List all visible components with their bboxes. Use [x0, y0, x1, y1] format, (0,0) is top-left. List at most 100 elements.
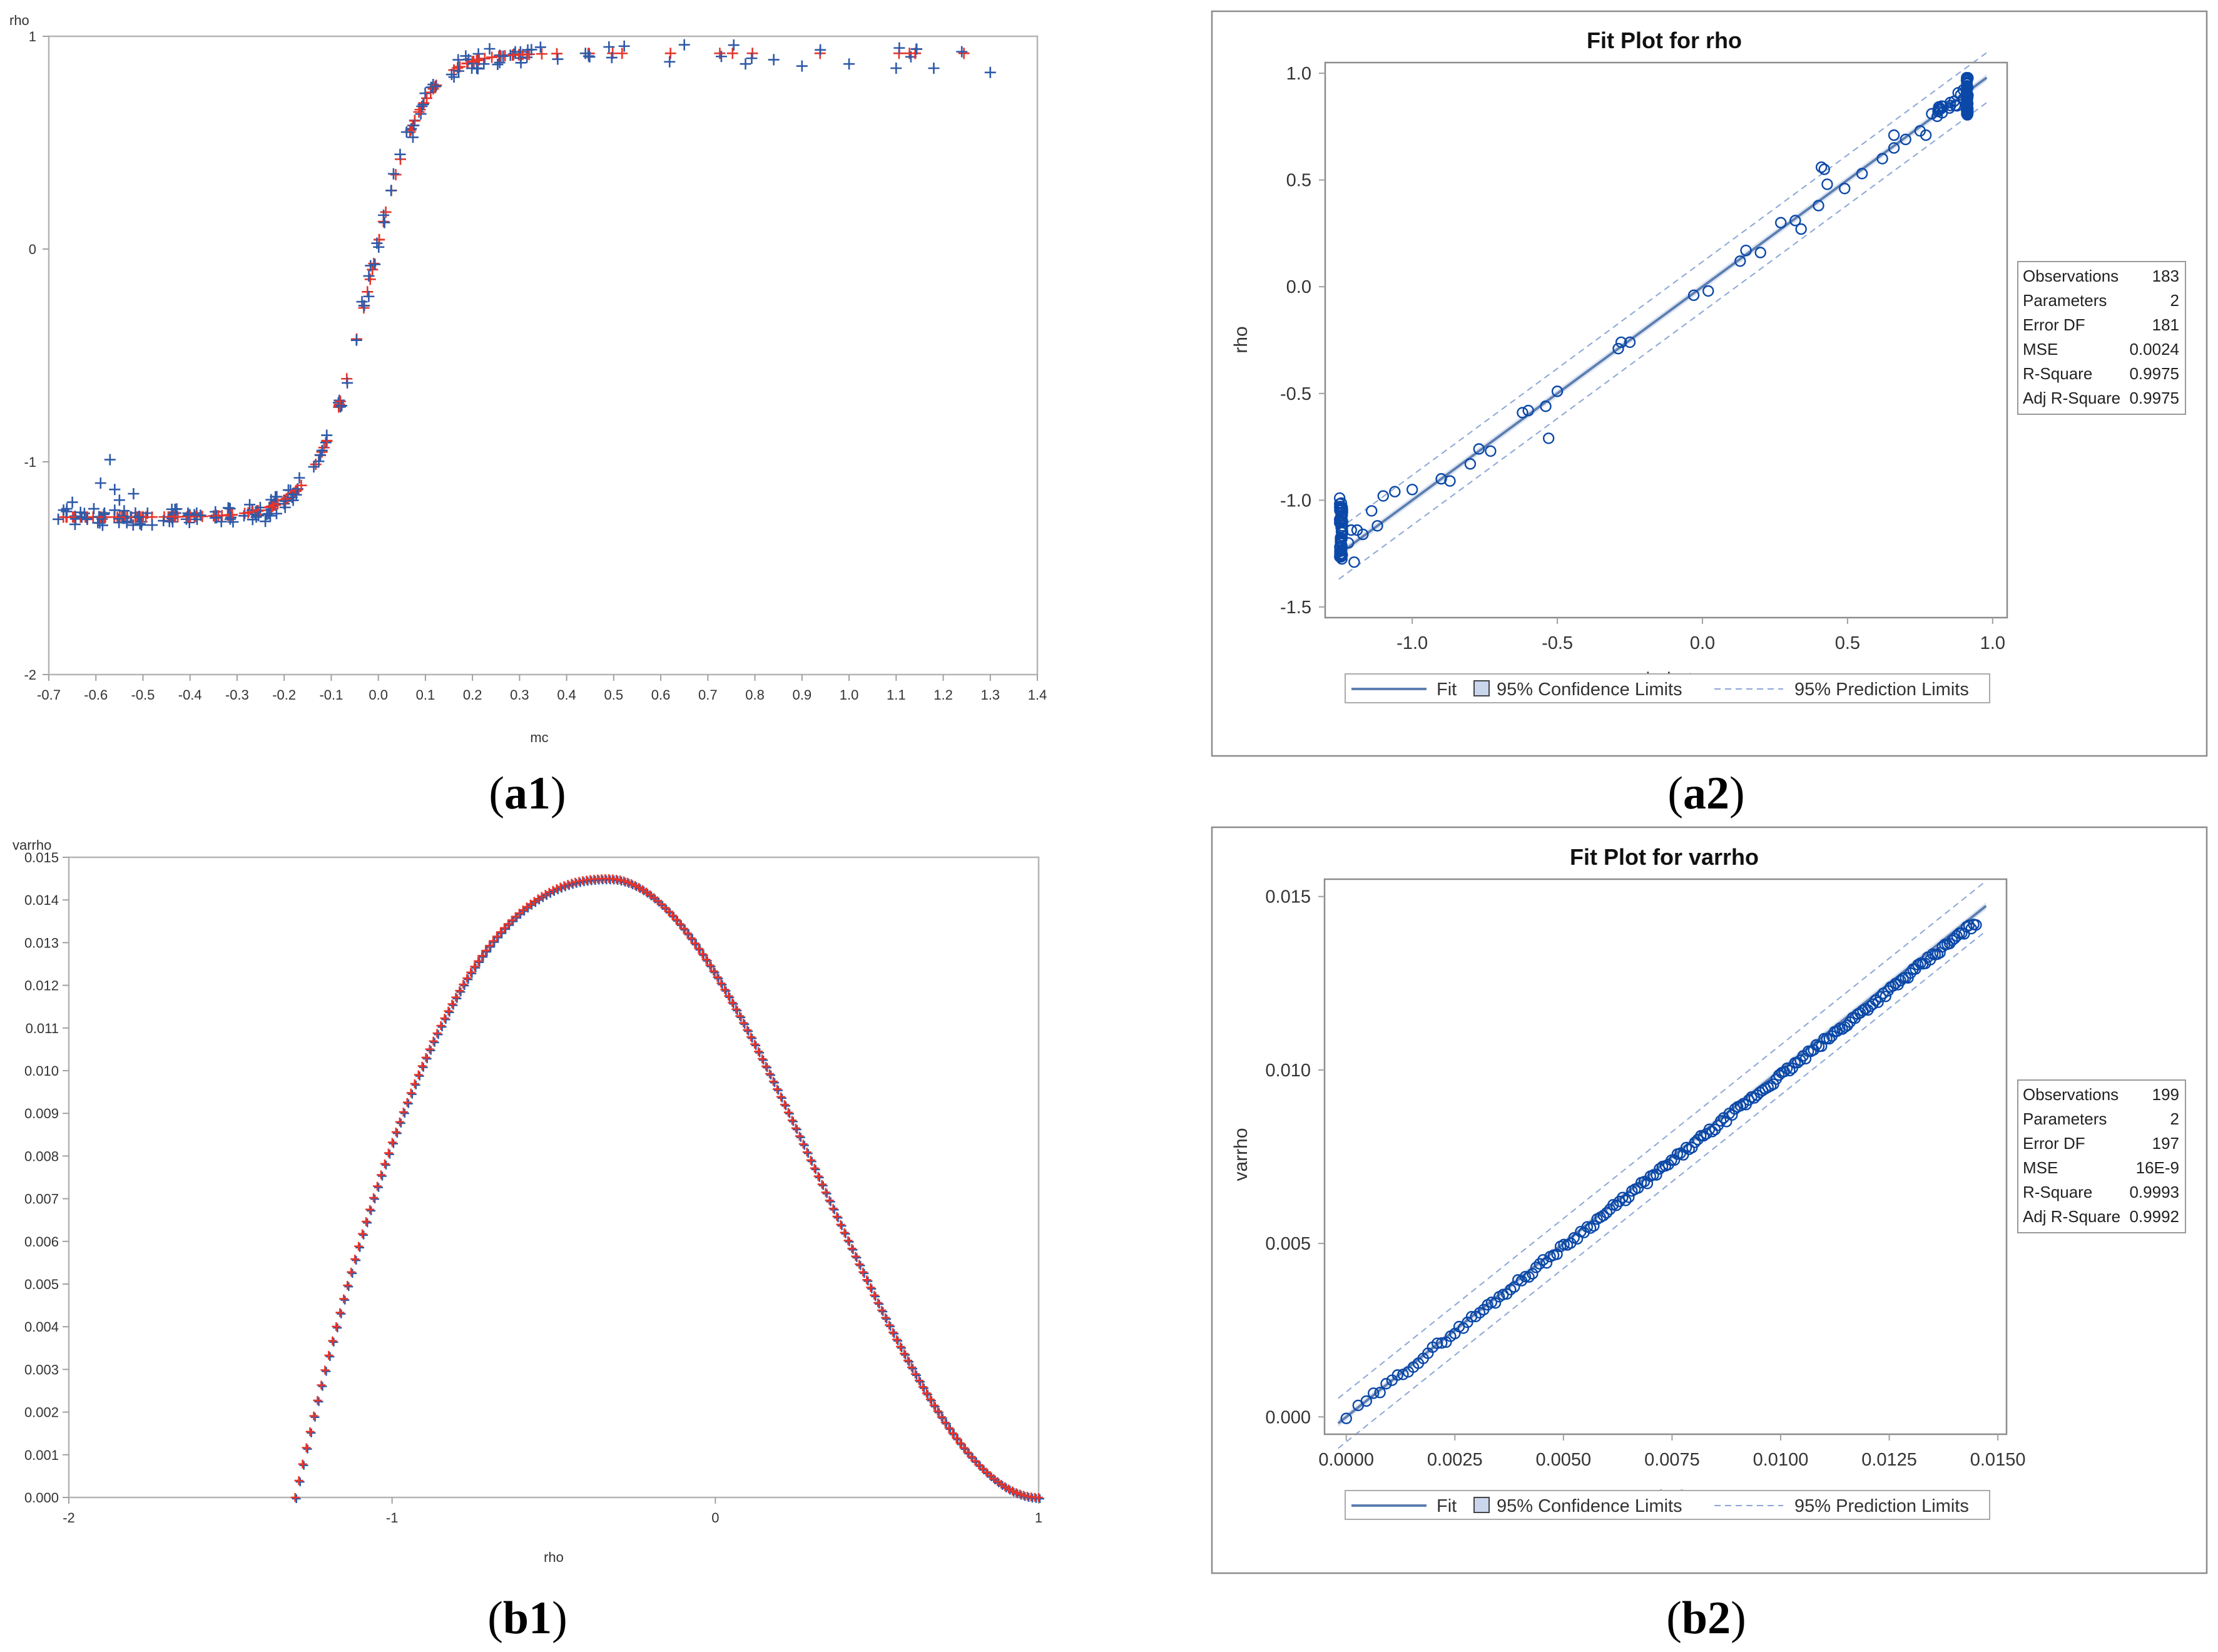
b1-point-observed: [318, 1382, 327, 1391]
b1-point-observed: [292, 1494, 301, 1503]
a1-xtick-label: 0.5: [604, 687, 624, 703]
a1-point-fitted: [616, 48, 628, 59]
b1-point-observed: [1035, 1494, 1044, 1503]
b1-point-observed: [718, 980, 727, 989]
a1-point-observed: [471, 62, 483, 74]
a1-xtick-label: -0.6: [84, 687, 108, 703]
b1-point-fitted: [1004, 1484, 1014, 1494]
a1-point-observed: [109, 504, 121, 516]
b2-point: [1508, 1281, 1520, 1293]
b2-point: [1651, 1169, 1662, 1181]
b2-stats-label: Adj R-Square: [2023, 1207, 2120, 1226]
b1-point-fitted: [825, 1196, 834, 1205]
a1-point-fitted: [295, 479, 307, 491]
b1-point-fitted: [847, 1244, 857, 1253]
b2-point: [1641, 1178, 1654, 1190]
a2-point: [1734, 255, 1746, 267]
b2-plot-frame: [1323, 878, 2008, 1435]
a2-xtick-label: -1.0: [1396, 633, 1428, 653]
b2-stats-box: [2017, 1079, 2186, 1233]
a2-point: [1920, 129, 1932, 141]
a2-point: [1813, 200, 1824, 212]
b1-plot-frame: [68, 856, 1040, 1499]
b1-point-fitted: [866, 1283, 875, 1292]
b1-point-fitted: [701, 955, 711, 964]
a2-stats-box: [2017, 261, 2186, 415]
b2-stats-value: 197: [2152, 1134, 2179, 1153]
b1-point-fitted: [1019, 1491, 1029, 1500]
a1-point-observed: [333, 394, 345, 406]
b1-point-observed: [934, 1408, 944, 1417]
b1-point-observed: [781, 1101, 790, 1111]
b1-point-observed: [322, 1367, 331, 1376]
a1-point-observed: [195, 509, 206, 521]
a2-point: [1926, 108, 1938, 120]
b1-point-observed: [845, 1237, 854, 1247]
b1-point-fitted: [914, 1376, 923, 1385]
b1-point-fitted: [694, 944, 703, 953]
b1-point-observed: [430, 1038, 439, 1047]
b2-xtick-label: 0.0075: [1644, 1450, 1700, 1470]
b1-point-fitted: [350, 1255, 360, 1264]
b1-point-observed: [800, 1141, 809, 1150]
a2-point: [1371, 520, 1383, 532]
b1-point-fitted: [335, 1308, 345, 1317]
a2-point: [1551, 385, 1564, 397]
b1-point-observed: [788, 1117, 798, 1126]
a1-point-observed: [94, 477, 106, 489]
a1-point-observed: [419, 88, 431, 99]
b1-point-fitted: [787, 1116, 796, 1125]
a1-point-observed: [371, 237, 383, 249]
a1-point-observed: [526, 44, 537, 56]
b1-point-observed: [456, 987, 465, 997]
a1-point-observed: [618, 40, 630, 52]
svg-text:(b1): (b1): [487, 1593, 567, 1644]
b2-point: [1519, 1270, 1532, 1283]
b1-point-observed: [923, 1390, 932, 1399]
a2-point: [1542, 432, 1555, 444]
a1-point-observed: [579, 48, 591, 59]
b1-point-observed: [337, 1309, 346, 1318]
b2-xtick-label: 0.0125: [1861, 1450, 1917, 1470]
b2-point: [1875, 991, 1886, 1003]
b1-point-fitted: [320, 1365, 330, 1375]
b2-ytick-label: 0.000: [1265, 1407, 1311, 1427]
b1-point-fitted: [623, 877, 633, 887]
b1-point-observed: [770, 1078, 780, 1088]
a1-point-observed: [224, 513, 236, 525]
a2-point: [1517, 407, 1529, 419]
b1-point-fitted: [772, 1084, 781, 1094]
b1-point-fitted: [492, 932, 502, 941]
b1-point-fitted: [504, 919, 513, 929]
a2-stats-label: Adj R-Square: [2023, 389, 2120, 407]
a2-xtick-label: 0.5: [1835, 633, 1860, 653]
b1-point-observed: [333, 1323, 342, 1332]
b1-point-observed: [901, 1350, 910, 1360]
b1-point-observed: [411, 1080, 420, 1089]
b1-point-fitted: [302, 1443, 311, 1452]
b1-point-fitted: [888, 1328, 898, 1337]
b1-point-fitted: [298, 1459, 307, 1469]
svg-text:(b2): (b2): [1666, 1593, 1746, 1644]
a1-xtick-label: 0.8: [745, 687, 765, 703]
a1-point-observed: [768, 54, 780, 66]
b1-point-fitted: [885, 1320, 894, 1330]
a2-point: [1754, 247, 1766, 258]
a1-point-fitted: [479, 53, 491, 64]
a2-point: [1522, 404, 1534, 417]
a1-point-observed: [313, 456, 325, 467]
b1-point-observed: [445, 1007, 454, 1017]
b1-point-fitted: [455, 986, 464, 996]
b1-point-observed: [378, 1171, 387, 1181]
b1-point-fitted: [690, 939, 699, 948]
b1-point-observed: [807, 1156, 816, 1166]
b1-xtick-label: 1: [1035, 1510, 1042, 1526]
a1-xtick-label: 0.4: [557, 687, 576, 703]
a1-point-observed: [603, 41, 615, 53]
b1-point-observed: [460, 981, 469, 991]
b1-point-fitted: [709, 966, 718, 976]
b1-ytick-label: 0.003: [24, 1362, 59, 1377]
b1-point-observed: [367, 1206, 376, 1215]
b1-point-observed: [310, 1412, 320, 1422]
b2-point: [1470, 1310, 1482, 1323]
